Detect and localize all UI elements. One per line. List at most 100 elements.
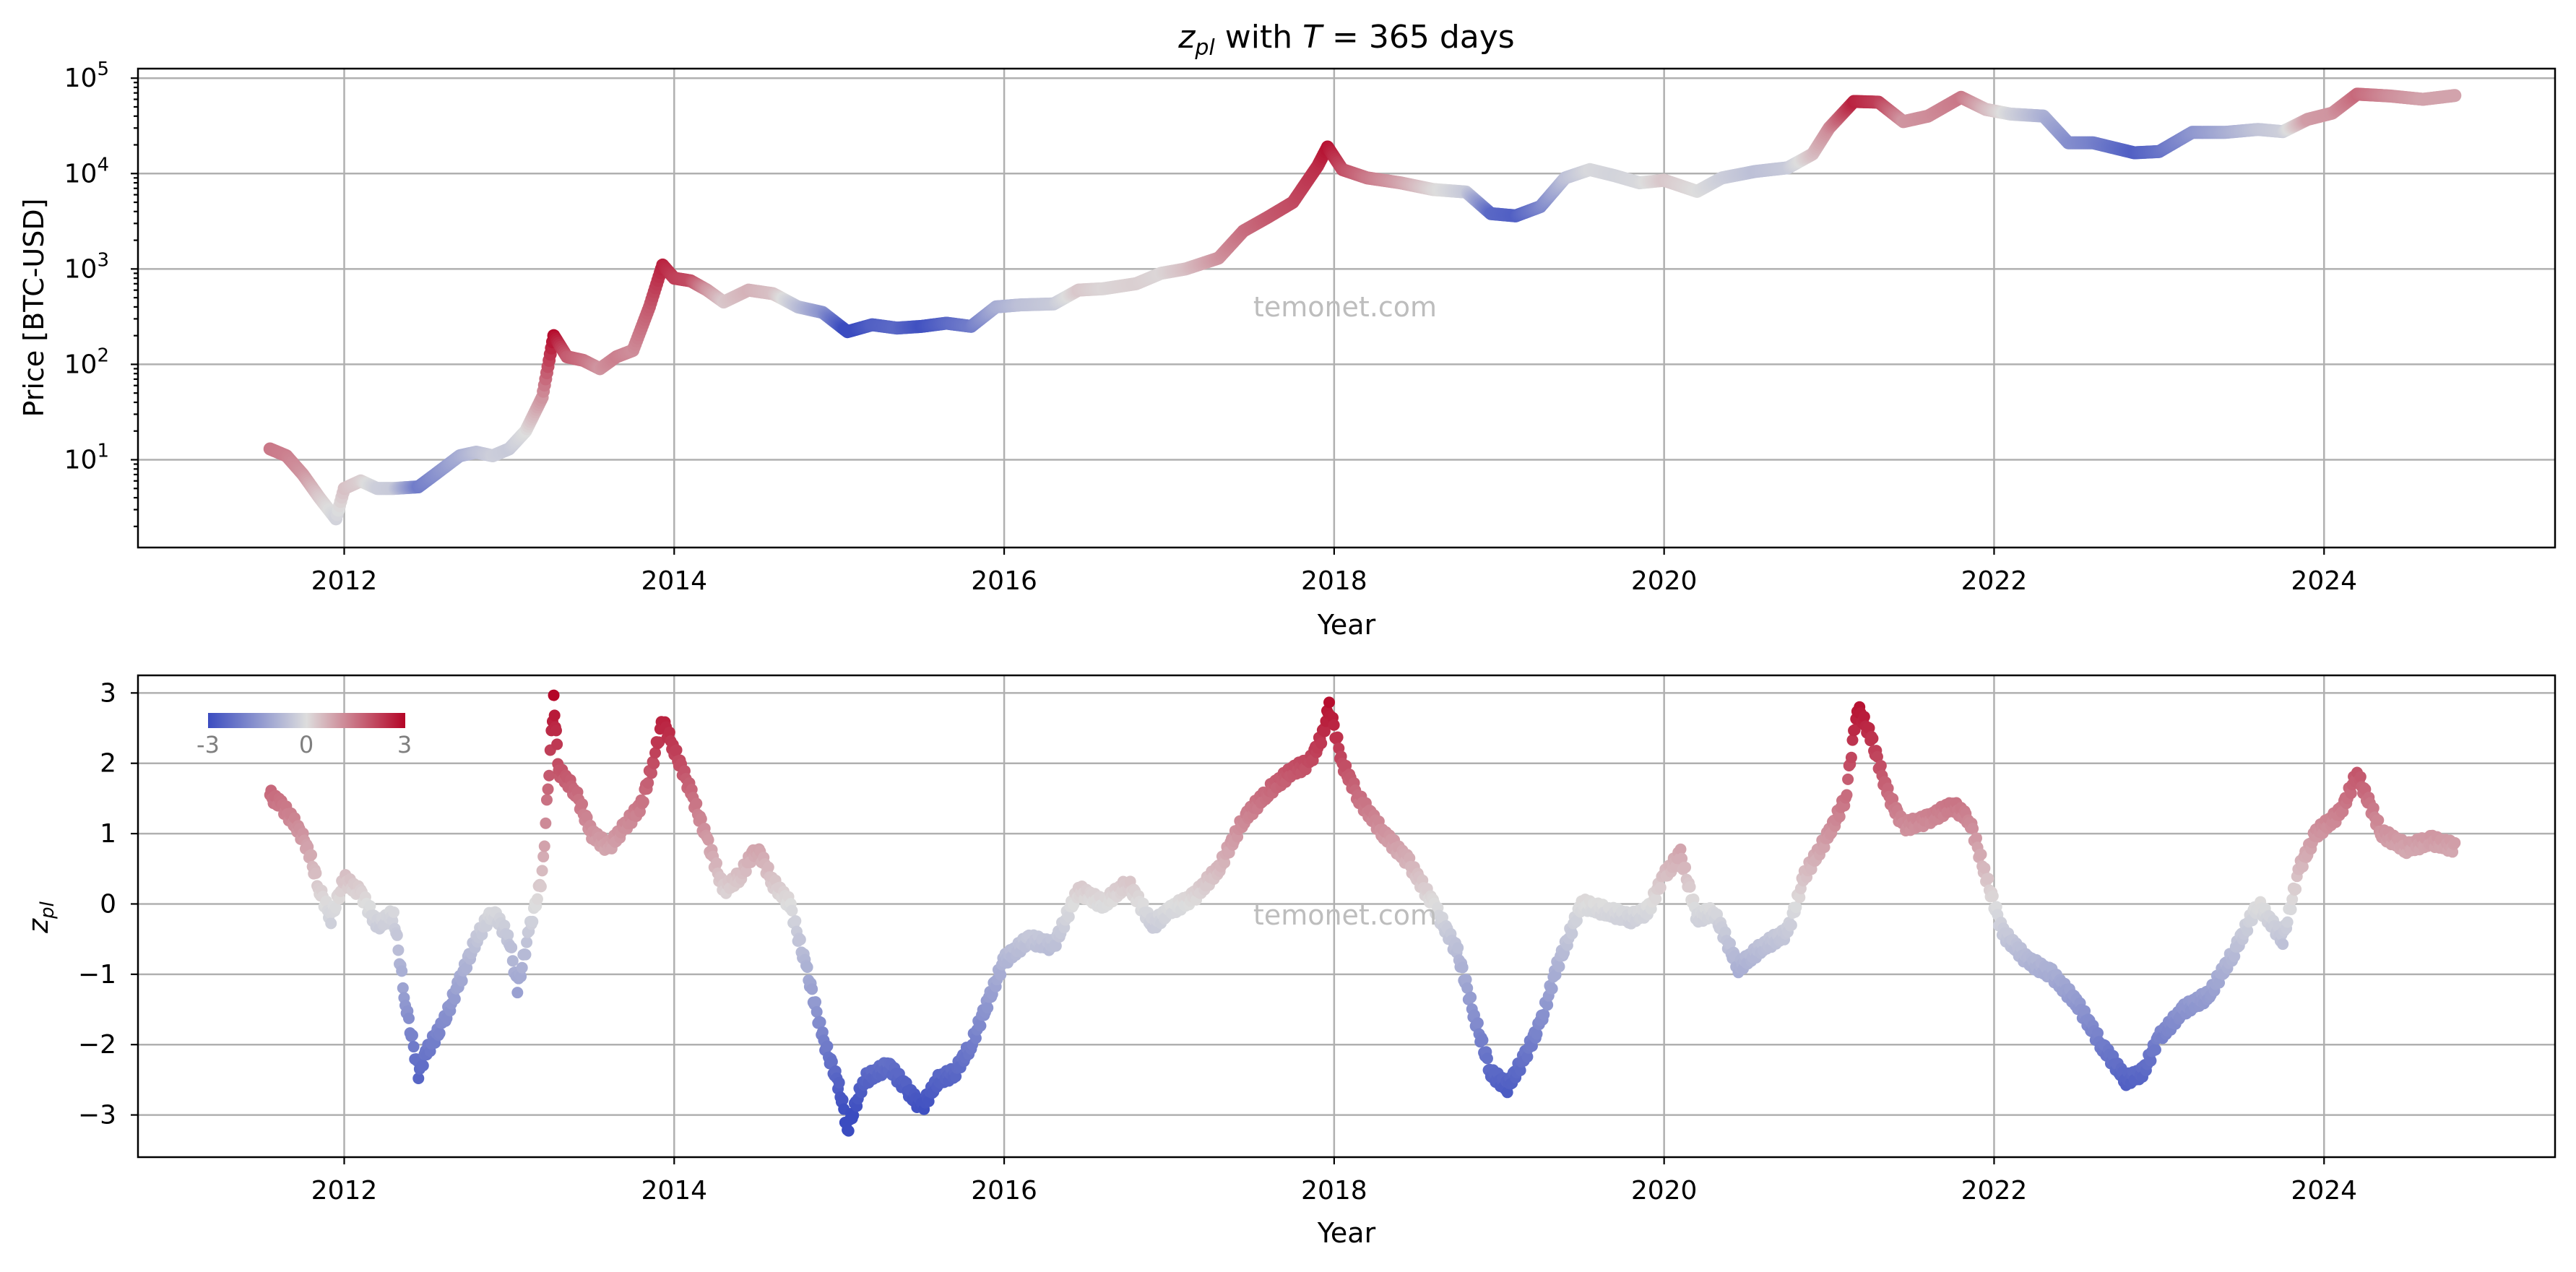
zscore-x-tick-label: 2012 [311,1176,378,1206]
zscore-point [762,861,774,873]
zscore-point [535,881,547,893]
title-z: z [1177,19,1196,56]
zscore-point [1846,734,1859,746]
price-y-tick-label: 105 [64,59,109,93]
zscore-point [1546,982,1558,995]
price-x-tick-label: 2014 [641,566,707,596]
zscore-point [1538,1008,1550,1021]
zscore-point [2149,1044,2161,1056]
zscore-point [837,1094,849,1106]
zscore-y-tick-label: 3 [100,678,116,708]
zscore-point [388,906,400,918]
zscore-panel: 2012 2014 2016 2018 2020 2022 2024 3210−1−2−3 … [22,674,2556,1249]
zscore-x-tick-label: 2014 [641,1176,707,1206]
zscore-point [461,961,473,974]
zscore-point [542,783,554,795]
zscore-point [1833,810,1846,823]
zscore-point [538,840,550,852]
zscore-point [1967,823,1979,835]
zscore-x-tick-label: 2024 [2291,1176,2357,1206]
zscore-point [1841,789,1853,801]
zscore-point [519,948,532,961]
zscore-point [1867,732,1879,745]
zscore-point [1542,999,1554,1011]
zscore-point [548,709,561,722]
zscore-point [1785,919,1797,931]
zscore-point [2242,925,2254,937]
zscore-point [663,726,675,738]
zscore-point [1982,873,1994,885]
zscore-point [1471,1017,1484,1029]
zscore-point [1340,760,1352,772]
zscore-point [1849,724,1861,736]
price-x-tick-label: 2016 [971,566,1037,596]
zscore-point [786,904,798,917]
price-x-ticks: 2012 2014 2016 2018 2020 2022 2024 [311,548,2357,596]
zscore-point [550,724,562,737]
zscore-point [649,747,662,759]
zscore-point [2290,883,2302,896]
zscore-point [1481,1052,1493,1065]
zscore-point [2354,771,2367,783]
zscore-point [1315,737,1328,750]
zscore-point [540,794,553,806]
zscore-point [995,969,1007,981]
zscore-point [392,944,405,956]
zscore-point [2229,951,2241,963]
zscore-point [2145,1055,2157,1067]
zscore-point [536,865,548,877]
zscore-point [2296,860,2309,873]
zscore-point [540,817,552,829]
zscore-y-label-sub: pl [37,901,59,920]
colorbar-legend: -3 0 3 [196,713,412,758]
zscore-point [1456,961,1469,974]
zscore-point [2372,814,2385,826]
price-panel: 2012 2014 2016 2018 2020 2022 2024 10110210310… [18,59,2556,641]
zscore-point [1566,927,1578,940]
zscore-point [645,767,657,779]
price-points [263,87,2462,526]
zscore-point [811,1005,823,1018]
zscore-point [548,689,560,701]
zscore-x-tick-label: 2022 [1961,1176,2028,1206]
zscore-y-ticks: 3 2 1 0 −1 −2 −3 [78,678,138,1130]
zscore-point [397,982,409,994]
zscore-point [810,996,822,1008]
zscore-point [1724,938,1737,950]
zscore-point [543,769,556,782]
zscore-point [1318,725,1331,737]
price-y-tick-label: 104 [64,154,109,189]
zscore-point [740,865,752,878]
zscore-point [691,797,703,810]
zscore-x-tick-label: 2016 [971,1176,1037,1206]
zscore-point [847,1109,860,1122]
zscore-point [502,929,514,941]
zscore-point [1531,1028,1543,1040]
price-y-axis-label: Price [BTC-USD] [18,199,50,417]
zscore-point [1818,841,1831,853]
zscore-point [833,1076,845,1089]
price-axes-frame [137,67,2556,549]
colorbar-max-label: 3 [397,731,412,758]
zscore-point [521,936,533,948]
zscore-point [1684,881,1696,893]
zscore-point [2367,802,2380,814]
zscore-point [1570,914,1583,927]
price-x-tick-label: 2012 [311,566,378,596]
zscore-point [527,915,539,927]
zscore-point [417,1060,429,1072]
zscore-point [406,1029,418,1042]
zscore-point [1514,1064,1526,1076]
zscore-point [498,920,511,932]
zscore-point [515,970,527,982]
price-y-tick-label: 103 [64,249,109,284]
zscore-point [1987,890,1999,902]
zscore-point [1680,861,1692,873]
zscore-y-tick-label: −1 [78,960,116,990]
zscore-point [1863,722,1875,734]
zscore-point [1794,891,1806,904]
title-with: with [1225,19,1292,56]
zscore-point [1790,901,1802,914]
zscore-y-tick-label: −2 [78,1030,116,1060]
